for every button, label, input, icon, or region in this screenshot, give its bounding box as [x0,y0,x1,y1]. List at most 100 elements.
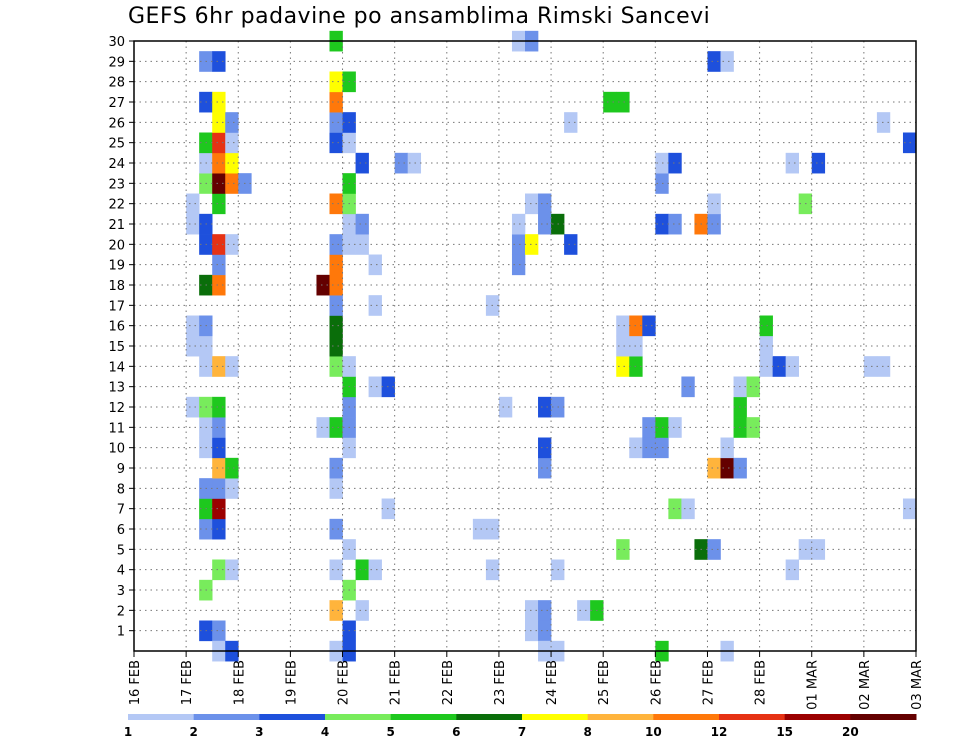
heatmap-cell [368,376,382,398]
heatmap-cell [394,152,408,174]
x-tick-label: 22 FEB [441,660,456,705]
heatmap-cell [225,234,239,255]
y-tick-label: 9 [117,462,125,477]
heatmap-cell [863,356,878,377]
y-tick-label: 4 [117,564,125,579]
heatmap-cell [329,254,343,276]
colorbar-label: 8 [583,725,591,739]
colorbar-label: 4 [321,725,329,739]
y-tick-label: 11 [108,421,125,436]
heatmap-cell [329,234,343,255]
colorbar: 1 2 3 4 5 6 7 8 10 12 15 20 [124,714,917,739]
colorbar-label: 12 [711,725,728,739]
heatmap-cell [603,91,617,113]
colorbar-label: 20 [842,725,859,739]
heatmap-cell [472,518,487,540]
heatmap-cell [225,112,239,133]
heatmap-cell [329,193,343,215]
heatmap-cell [525,620,539,642]
y-tick-label: 26 [108,116,125,131]
colorbar-segment [325,714,392,720]
y-tick-label: 29 [108,55,125,70]
x-tick-label: 25 FEB [597,660,612,705]
heatmap-cell [538,457,552,479]
heatmap-cell [538,213,552,235]
x-tick-label: 23 FEB [493,660,508,705]
heatmap-cell [212,396,226,418]
x-tick-label: 28 FEB [754,660,769,705]
heatmap-cell [329,71,343,93]
heatmap-cell [186,315,200,337]
heatmap-cells [186,30,917,662]
y-tick-label: 16 [108,320,125,335]
heatmap-cell [329,417,343,438]
heatmap-cell [538,620,552,642]
y-tick-label: 22 [108,198,125,213]
x-tick-label: 20 FEB [337,660,352,705]
heatmap-cell [355,234,369,255]
heatmap-cell [329,295,343,316]
heatmap-cell [225,559,239,581]
x-tick-label: 19 FEB [284,660,299,705]
heatmap-cell [355,559,369,581]
heatmap-cell [225,132,239,154]
heatmap-cell [564,234,578,255]
heatmap-cell [525,600,539,621]
heatmap-cell [720,51,734,72]
colorbar-label: 15 [776,725,793,739]
x-tick-label: 01 MAR [806,660,821,710]
heatmap-cell [759,335,773,357]
heatmap-cell [212,152,226,174]
colorbar-segment [456,714,523,720]
heatmap-cell [668,213,682,235]
y-tick-label: 10 [108,442,125,457]
x-tick-label: 26 FEB [649,660,664,705]
heatmap-cell [186,193,200,215]
chart-title: GEFS 6hr padavine po ansamblima Rimski S… [128,4,711,29]
heatmap-cell [707,539,721,560]
y-tick-label: 28 [108,76,125,91]
heatmap-cell [186,396,200,418]
heatmap-cell [720,437,734,459]
heatmap-cell [329,356,343,377]
heatmap-cell [212,498,226,520]
colorbar-segment [259,714,326,720]
heatmap-cell [746,376,760,398]
heatmap-cell [616,539,630,560]
heatmap-cell [329,315,343,337]
heatmap-cell [225,356,239,377]
heatmap-cell [212,51,226,72]
heatmap-cell [668,498,682,520]
heatmap-cell [616,335,630,357]
colorbar-label: 6 [452,725,460,739]
heatmap-cell [707,51,721,72]
heatmap-cell [720,457,734,479]
heatmap-cell [538,600,552,621]
y-tick-label: 6 [117,523,125,538]
x-tick-label: 03 MAR [910,660,925,710]
heatmap-cell [212,91,226,113]
heatmap-cell [329,559,343,581]
heatmap-cell [811,152,826,174]
colorbar-label: 1 [124,725,132,739]
heatmap-cell [329,274,343,296]
heatmap-cell [616,91,630,113]
heatmap-cell [316,274,330,296]
colorbar-segment [522,714,589,720]
heatmap-cell [681,376,695,398]
heatmap-cell [668,152,682,174]
y-tick-label: 14 [108,360,125,375]
y-tick-label: 13 [108,381,125,396]
heatmap-cell [538,437,552,459]
heatmap-cell [329,91,343,113]
y-tick-label: 3 [117,584,125,599]
colorbar-label: 5 [386,725,394,739]
y-tick-label: 8 [117,482,125,497]
heatmap-cell [746,417,760,438]
heatmap-cell [564,112,578,133]
heatmap-cell [368,559,382,581]
heatmap-cell [616,315,630,337]
heatmap-cell [681,498,695,520]
heatmap-cell [785,559,799,581]
heatmap-cell [212,112,226,133]
